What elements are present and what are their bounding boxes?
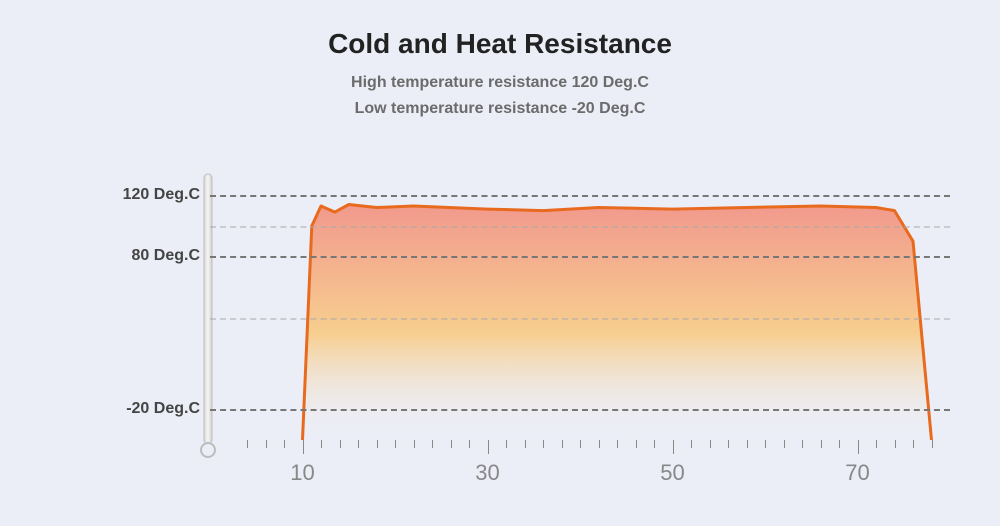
plot-area xyxy=(210,180,950,440)
x-tick xyxy=(858,440,859,454)
gridline-minor xyxy=(210,226,950,228)
subtitle-low: Low temperature resistance -20 Deg.C xyxy=(0,100,1000,118)
x-tick xyxy=(913,440,914,448)
x-tick-label: 30 xyxy=(475,460,499,486)
x-tick xyxy=(636,440,637,448)
x-tick xyxy=(414,440,415,448)
x-tick xyxy=(765,440,766,448)
x-tick xyxy=(654,440,655,448)
y-tick-label: -20 Deg.C xyxy=(126,400,200,418)
gridline xyxy=(210,256,950,258)
x-tick xyxy=(377,440,378,448)
x-tick xyxy=(784,440,785,448)
x-tick xyxy=(839,440,840,448)
x-tick xyxy=(876,440,877,448)
x-tick xyxy=(543,440,544,448)
x-tick xyxy=(562,440,563,448)
y-tick-label: 80 Deg.C xyxy=(132,247,200,265)
subtitle-high: High temperature resistance 120 Deg.C xyxy=(0,74,1000,92)
x-tick xyxy=(673,440,674,454)
page-title: Cold and Heat Resistance xyxy=(0,0,1000,60)
area-chart-svg xyxy=(210,180,950,440)
x-tick xyxy=(266,440,267,448)
x-axis-ticks xyxy=(210,440,950,458)
x-tick xyxy=(321,440,322,448)
x-tick-label: 10 xyxy=(290,460,314,486)
x-tick xyxy=(395,440,396,448)
x-tick xyxy=(340,440,341,448)
x-tick xyxy=(691,440,692,448)
y-tick-label: 120 Deg.C xyxy=(123,186,200,204)
x-tick xyxy=(599,440,600,448)
chart: 120 Deg.C 80 Deg.C -20 Deg.C 10 30 50 70 xyxy=(60,180,960,510)
x-tick xyxy=(247,440,248,448)
x-tick xyxy=(469,440,470,448)
gridline xyxy=(210,409,950,411)
x-tick xyxy=(710,440,711,448)
x-tick xyxy=(525,440,526,448)
x-tick xyxy=(451,440,452,448)
gridline-minor xyxy=(210,318,950,320)
x-tick xyxy=(728,440,729,448)
x-tick xyxy=(284,440,285,448)
x-tick-label: 70 xyxy=(845,460,869,486)
x-tick xyxy=(506,440,507,448)
x-tick xyxy=(432,440,433,448)
x-tick xyxy=(303,440,304,454)
x-tick-label: 50 xyxy=(660,460,684,486)
x-tick xyxy=(488,440,489,454)
x-tick xyxy=(821,440,822,448)
x-tick xyxy=(617,440,618,448)
x-tick xyxy=(932,440,933,448)
x-tick xyxy=(580,440,581,448)
gridline xyxy=(210,195,950,197)
x-tick xyxy=(358,440,359,448)
x-tick xyxy=(802,440,803,448)
x-tick xyxy=(895,440,896,448)
x-tick xyxy=(747,440,748,448)
